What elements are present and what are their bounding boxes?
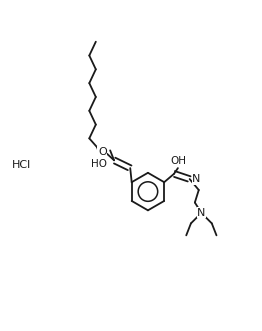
Text: N: N — [197, 208, 206, 218]
Text: OH: OH — [170, 156, 186, 166]
Text: HO: HO — [91, 159, 107, 169]
Text: HCl: HCl — [12, 161, 31, 170]
Text: O: O — [98, 147, 107, 157]
Text: N: N — [192, 174, 201, 184]
